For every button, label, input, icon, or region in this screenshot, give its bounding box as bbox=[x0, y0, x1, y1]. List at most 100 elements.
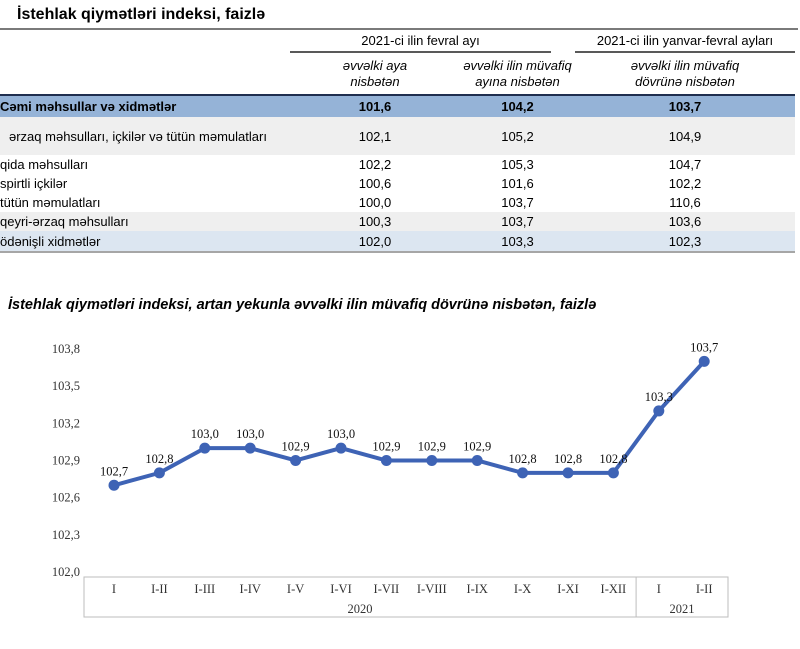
table-group-header-row: 2021-ci ilin fevral ayı 2021-ci ilin yan… bbox=[0, 30, 795, 53]
data-point-marker bbox=[517, 467, 529, 479]
data-point-marker bbox=[290, 454, 302, 466]
x-axis-year-label: 2021 bbox=[670, 602, 695, 616]
data-point-label: 102,8 bbox=[145, 452, 173, 466]
row-value: 104,2 bbox=[460, 94, 575, 117]
data-point-label: 103,0 bbox=[327, 427, 355, 441]
data-point-marker bbox=[698, 355, 710, 367]
row-value: 105,2 bbox=[460, 117, 575, 155]
x-axis-tick-label: I-II bbox=[151, 582, 168, 596]
x-axis-tick-label: I-VI bbox=[330, 582, 352, 596]
row-value: 110,6 bbox=[669, 195, 701, 210]
x-axis-tick-label: I-VIII bbox=[417, 582, 447, 596]
column-group-january-february: 2021-ci ilin yanvar-fevral ayları bbox=[575, 30, 795, 53]
row-label: qeyri-ərzaq məhsulları bbox=[0, 212, 290, 231]
row-label: qida məhsulları bbox=[0, 157, 89, 172]
row-value: 100,3 bbox=[290, 212, 460, 231]
chart-title: İstehlak qiymətləri indeksi, artan yekun… bbox=[8, 297, 597, 313]
data-point-label: 102,9 bbox=[418, 439, 446, 453]
row-value: 105,3 bbox=[501, 157, 534, 172]
row-value: 103,7 bbox=[575, 94, 795, 117]
subheader-line: əvvəlki ilin müvafiq bbox=[463, 57, 572, 73]
data-point-marker bbox=[380, 454, 392, 466]
data-point-label: 102,9 bbox=[463, 439, 491, 453]
row-value: 102,0 bbox=[290, 231, 460, 253]
table-row-alcoholic-drinks: spirtli içkilər 100,6 101,6 102,2 bbox=[0, 174, 795, 193]
x-axis-tick-label: I-V bbox=[287, 582, 304, 596]
x-axis-tick-label: I-X bbox=[514, 582, 531, 596]
column-group-label: 2021-ci ilin fevral ayı bbox=[290, 33, 551, 53]
x-axis-tick-label: I-IX bbox=[466, 582, 488, 596]
row-value: 104,7 bbox=[668, 157, 702, 172]
empty-corner-cell bbox=[0, 30, 290, 53]
x-axis-tick-label: I-VII bbox=[374, 582, 400, 596]
x-axis-tick-label: I-II bbox=[696, 582, 713, 596]
y-axis-tick-label: 103,2 bbox=[52, 416, 80, 430]
subheader-vs-previous-month: əvvəlki aya nisbətən bbox=[290, 53, 460, 95]
data-point-marker bbox=[562, 467, 574, 479]
table-row-food: qida məhsulları 102,2 105,3 104,7 bbox=[0, 155, 795, 174]
table-row-non-food: qeyri-ərzaq məhsulları 100,3 103,7 103,6 bbox=[0, 212, 795, 231]
table-row-food-drinks-tobacco: ərzaq məhsulları, içkilər və tütün məmul… bbox=[0, 117, 795, 155]
row-value: 102,1 bbox=[290, 117, 460, 155]
data-point-marker bbox=[244, 442, 256, 454]
row-value: 102,3 bbox=[575, 231, 795, 253]
x-axis-box bbox=[83, 576, 729, 618]
column-group-label: 2021-ci ilin yanvar-fevral ayları bbox=[575, 33, 795, 53]
x-axis-tick-label: I-XII bbox=[601, 582, 627, 596]
subheader-vs-same-period-prev-year: əvvəlki ilin müvafiq dövrünə nisbətən bbox=[575, 53, 795, 95]
subheader-line: dövrünə nisbətən bbox=[635, 73, 735, 89]
x-axis-tick-label: I bbox=[657, 582, 661, 596]
data-point-marker bbox=[108, 479, 120, 491]
subheader-line: nisbətən bbox=[350, 73, 400, 89]
row-label: ərzaq məhsulları, içkilər və tütün məmul… bbox=[0, 117, 290, 155]
data-point-label: 102,8 bbox=[509, 452, 537, 466]
data-point-label: 103,3 bbox=[645, 390, 673, 404]
data-point-marker bbox=[335, 442, 347, 454]
table-row-total: Cəmi məhsullar və xidmətlər 101,6 104,2 … bbox=[0, 94, 795, 117]
row-value: 102,2 bbox=[668, 176, 702, 191]
row-value: 103,6 bbox=[575, 212, 795, 231]
x-axis-year-label: 2020 bbox=[348, 602, 373, 616]
row-value: 103,3 bbox=[460, 231, 575, 253]
row-label: tütün məmulatları bbox=[0, 195, 101, 210]
data-point-label: 102,8 bbox=[599, 452, 627, 466]
y-axis-tick-label: 102,6 bbox=[52, 491, 80, 505]
x-axis-tick-label: I-XI bbox=[557, 582, 579, 596]
x-axis-tick-label: I-IV bbox=[239, 582, 261, 596]
row-value: 100,6 bbox=[358, 176, 392, 191]
report-page: { "document": { "table_title": "İstehlak… bbox=[0, 5, 800, 649]
data-point-label: 102,8 bbox=[554, 452, 582, 466]
data-point-label: 102,7 bbox=[100, 464, 128, 478]
subheader-line: əvvəlki ilin müvafiq bbox=[630, 57, 740, 73]
empty-corner-cell bbox=[0, 53, 290, 95]
y-axis-tick-label: 103,8 bbox=[52, 342, 80, 356]
column-group-february: 2021-ci ilin fevral ayı bbox=[290, 30, 575, 53]
cpi-line-chart: 103,8 103,5 103,2 102,9 102,6 102,3 102,0 I I-II… bbox=[52, 340, 729, 618]
data-point-marker bbox=[426, 454, 438, 466]
data-point-marker bbox=[607, 467, 619, 479]
y-axis-tick-label: 102,9 bbox=[52, 453, 80, 467]
table-row-tobacco: tütün məmulatları 100,0 103,7 110,6 bbox=[0, 193, 795, 212]
x-axis-tick-label: I-III bbox=[194, 582, 215, 596]
data-point-label: 103,7 bbox=[690, 340, 718, 354]
data-point-marker bbox=[471, 454, 483, 466]
row-value: 100,0 bbox=[358, 195, 392, 210]
y-axis-tick-label: 102,0 bbox=[52, 565, 80, 579]
table-subheader-row: əvvəlki aya nisbətən əvvəlki ilin müvafi… bbox=[0, 53, 795, 95]
subheader-line: əvvəlki aya bbox=[342, 57, 408, 73]
row-value: 103,7 bbox=[501, 195, 534, 210]
title-divider bbox=[0, 28, 798, 30]
data-point-label: 102,9 bbox=[282, 439, 310, 453]
subheader-vs-same-month-prev-year: əvvəlki ilin müvafiq ayına nisbətən bbox=[460, 53, 575, 95]
row-label: Cəmi məhsullar və xidmətlər bbox=[0, 94, 290, 117]
cpi-table: 2021-ci ilin fevral ayı 2021-ci ilin yan… bbox=[0, 30, 795, 253]
data-point-marker bbox=[153, 467, 165, 479]
data-point-label: 103,0 bbox=[236, 427, 264, 441]
page-title: İstehlak qiymətləri indeksi, faizlə bbox=[17, 6, 266, 23]
data-point-marker bbox=[199, 442, 211, 454]
row-value: 103,7 bbox=[460, 212, 575, 231]
data-point-label: 102,9 bbox=[372, 439, 400, 453]
y-axis-tick-label: 102,3 bbox=[52, 528, 80, 542]
row-value: 101,6 bbox=[501, 176, 534, 191]
table-row-paid-services: ödənişli xidmətlər 102,0 103,3 102,3 bbox=[0, 231, 795, 253]
